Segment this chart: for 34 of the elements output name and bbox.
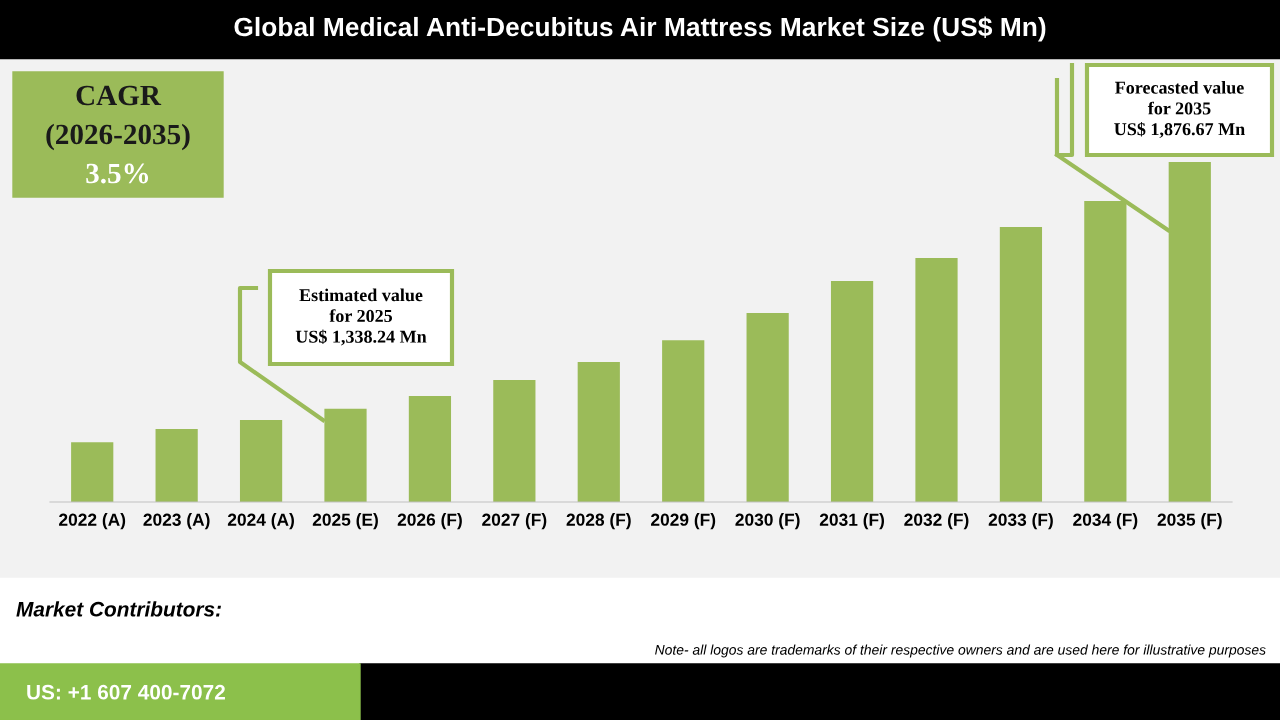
x-tick-label: 2029 (F): [651, 513, 716, 530]
bar: [915, 257, 958, 502]
bar: [662, 340, 705, 502]
text: US: +1 607 400-7072: [27, 684, 225, 700]
x-tick-label: 2022 (A): [59, 513, 126, 530]
bar: [239, 420, 283, 502]
x-tick-label: 2024 (A): [227, 513, 294, 530]
x-tick-label: 2030 (F): [735, 513, 800, 530]
text: CAGR: [76, 85, 162, 106]
text: Note- all logos are trademarks of their respective owners and are used here for illustrative purposes: [655, 644, 1266, 658]
bar: [155, 428, 198, 502]
x-tick-label: 2028 (F): [566, 513, 631, 530]
x-tick-label: 2031 (F): [819, 513, 885, 530]
bar: [999, 226, 1043, 502]
x-tick-label: 2026 (F): [397, 513, 462, 530]
bar: [577, 361, 620, 502]
text: (2026-2035): [46, 123, 190, 151]
bar: [408, 395, 452, 502]
x-tick-label: 2033 (F): [988, 513, 1053, 530]
x-tick-label: 2027 (F): [482, 513, 547, 530]
x-tick-label: 2034 (F): [1073, 513, 1138, 530]
x-tick-label: 2025 (E): [312, 513, 378, 530]
x-tick-label: 2023 (A): [143, 513, 210, 530]
text: Forecasted value for 2035 US$ 1,876.67 Mn: [1114, 81, 1245, 138]
bar: [493, 379, 536, 502]
annotation: 3.5%: [86, 163, 149, 184]
x-tick-label: 2032 (F): [904, 513, 969, 530]
bar: [830, 281, 874, 502]
text: Market Contributors:: [16, 601, 221, 617]
bar: [746, 312, 789, 502]
annotation: Estimated value for 2025 US$ 1,338.24 Mn: [295, 288, 427, 346]
chart-title: Global Medical Anti-Decubitus Air Mattress Market Size (US$ Mn): [234, 16, 1046, 42]
bar: [71, 442, 114, 502]
x-tick-label: 2035 (F): [1157, 513, 1222, 530]
